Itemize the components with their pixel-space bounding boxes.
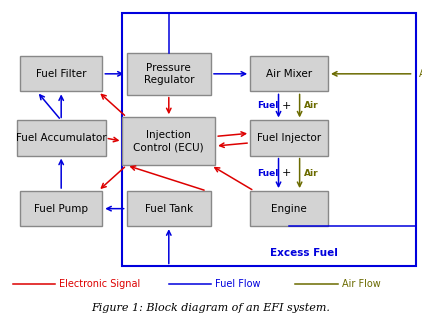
Text: Fuel: Fuel (257, 169, 279, 178)
Bar (250, 56, 328, 91)
Text: Air: Air (419, 69, 422, 79)
Text: +: + (282, 168, 292, 178)
Text: Fuel Tank: Fuel Tank (145, 204, 193, 214)
Text: Engine: Engine (271, 204, 307, 214)
Text: Fuel Pump: Fuel Pump (34, 204, 88, 214)
Text: Air Flow: Air Flow (342, 279, 381, 289)
Text: Figure 1: Block diagram of an EFI system.: Figure 1: Block diagram of an EFI system… (92, 303, 330, 313)
Text: Fuel Flow: Fuel Flow (215, 279, 261, 289)
Text: Fuel Injector: Fuel Injector (257, 133, 321, 143)
Text: Air: Air (304, 101, 319, 110)
Bar (20, 56, 103, 91)
Bar (20, 191, 103, 226)
Text: Pressure
Regulator: Pressure Regulator (143, 63, 194, 85)
Text: +: + (282, 101, 292, 111)
Text: Fuel: Fuel (257, 101, 279, 110)
Text: Fuel Accumulator: Fuel Accumulator (16, 133, 106, 143)
Bar (17, 120, 105, 156)
Text: Air Mixer: Air Mixer (266, 69, 312, 79)
Text: Air: Air (304, 169, 319, 178)
Text: Fuel Filter: Fuel Filter (36, 69, 87, 79)
Bar (122, 117, 215, 165)
Text: Electronic Signal: Electronic Signal (59, 279, 141, 289)
Text: Excess Fuel: Excess Fuel (270, 248, 338, 258)
Text: Injection
Control (ECU): Injection Control (ECU) (133, 130, 204, 152)
Bar (127, 53, 211, 95)
Bar (122, 13, 416, 266)
Bar (250, 191, 328, 226)
Bar (127, 191, 211, 226)
Bar (250, 120, 328, 156)
